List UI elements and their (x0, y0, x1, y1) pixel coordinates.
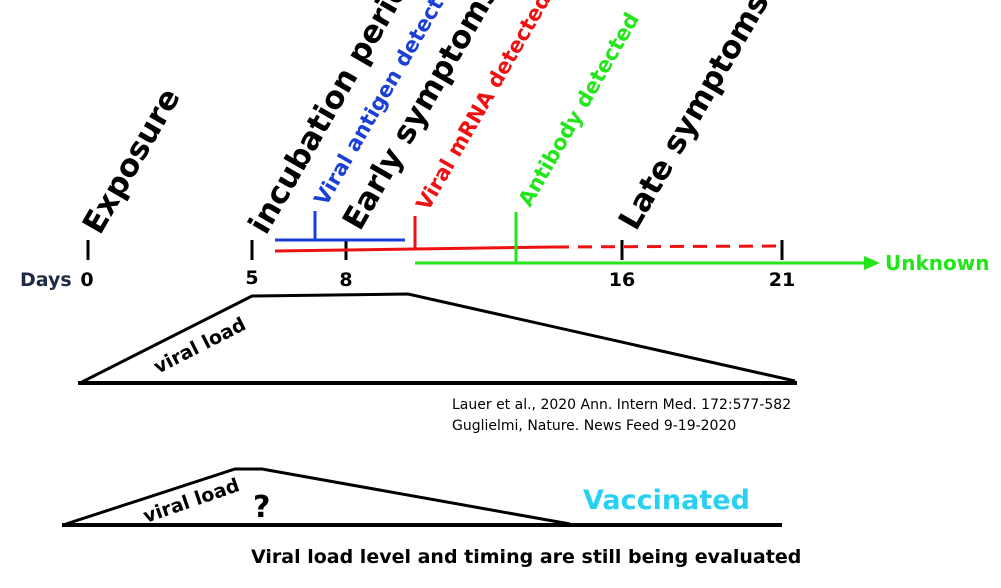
vaccinated-label: Vaccinated (583, 485, 750, 516)
citation-2: Guglielmi, Nature. News Feed 9-19-2020 (452, 418, 736, 434)
tick-label-5: 5 (245, 267, 258, 289)
vaccinated-load-shape (65, 467, 571, 526)
tick-label-16: 16 (609, 269, 635, 291)
tick-label-8: 8 (339, 269, 352, 291)
unknown-label: Unknown (885, 251, 989, 275)
days-label: Days (20, 269, 72, 291)
tick-label-21: 21 (769, 269, 795, 291)
mrna-bar-dashed (554, 244, 783, 249)
viral-load-shape (81, 292, 796, 384)
late-symptoms-label: Late symptoms (612, 0, 777, 236)
antibody-arrow-head (864, 256, 880, 270)
tick-label-0: 0 (80, 269, 93, 291)
citation-1: Lauer et al., 2020 Ann. Intern Med. 172:… (452, 397, 791, 413)
question-mark: ? (253, 490, 270, 525)
footer-note: Viral load level and timing are still be… (251, 546, 801, 568)
exposure-label: Exposure (76, 82, 188, 240)
